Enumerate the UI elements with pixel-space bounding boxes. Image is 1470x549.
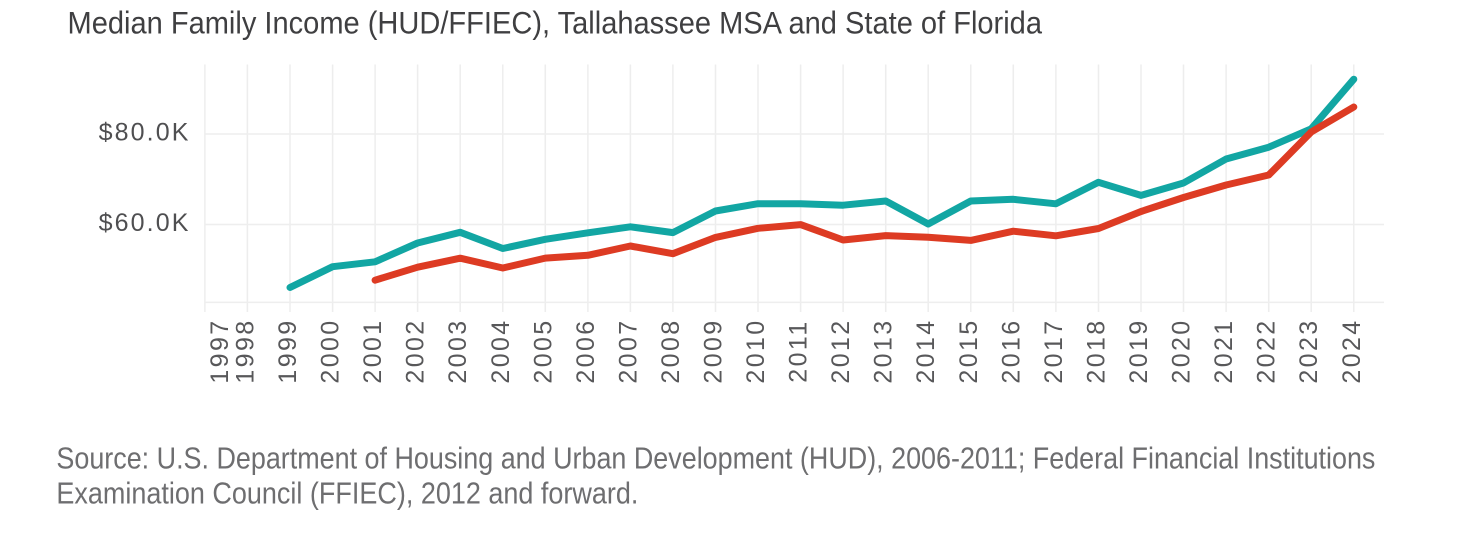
svg-text:2016: 2016 [997,318,1025,383]
svg-text:2000: 2000 [317,318,345,383]
svg-text:Source: U.S. Department of Hou: Source: U.S. Department of Housing and U… [56,441,1375,475]
svg-text:1997: 1997 [206,318,234,383]
svg-text:2020: 2020 [1168,318,1196,383]
svg-text:2009: 2009 [700,318,728,383]
svg-text:2010: 2010 [742,318,770,383]
svg-text:2015: 2015 [955,318,983,383]
svg-text:2017: 2017 [1040,318,1068,383]
svg-text:2012: 2012 [827,318,855,383]
svg-text:Examination Council (FFIEC), 2: Examination Council (FFIEC), 2012 and fo… [56,476,638,510]
svg-text:2024: 2024 [1338,318,1366,383]
svg-text:$80.0K: $80.0K [99,119,191,147]
svg-text:2014: 2014 [912,318,940,383]
svg-text:2018: 2018 [1083,318,1111,383]
svg-text:2011: 2011 [785,319,813,382]
svg-text:2002: 2002 [402,318,430,383]
svg-text:2005: 2005 [529,318,557,383]
svg-text:2003: 2003 [444,318,472,383]
svg-text:$60.0K: $60.0K [99,209,191,237]
svg-text:2008: 2008 [657,318,685,383]
svg-text:2023: 2023 [1295,318,1323,383]
svg-text:1998: 1998 [231,318,259,383]
svg-text:2022: 2022 [1253,318,1281,383]
svg-text:Median Family Income (HUD/FFIE: Median Family Income (HUD/FFIEC), Tallah… [68,5,1043,41]
svg-text:2019: 2019 [1125,318,1153,383]
svg-text:2001: 2001 [359,318,387,383]
svg-text:2013: 2013 [870,318,898,383]
svg-text:2007: 2007 [614,318,642,383]
svg-text:2021: 2021 [1210,318,1238,383]
svg-text:2004: 2004 [487,318,515,383]
svg-text:2006: 2006 [572,318,600,383]
svg-text:1999: 1999 [274,318,302,383]
